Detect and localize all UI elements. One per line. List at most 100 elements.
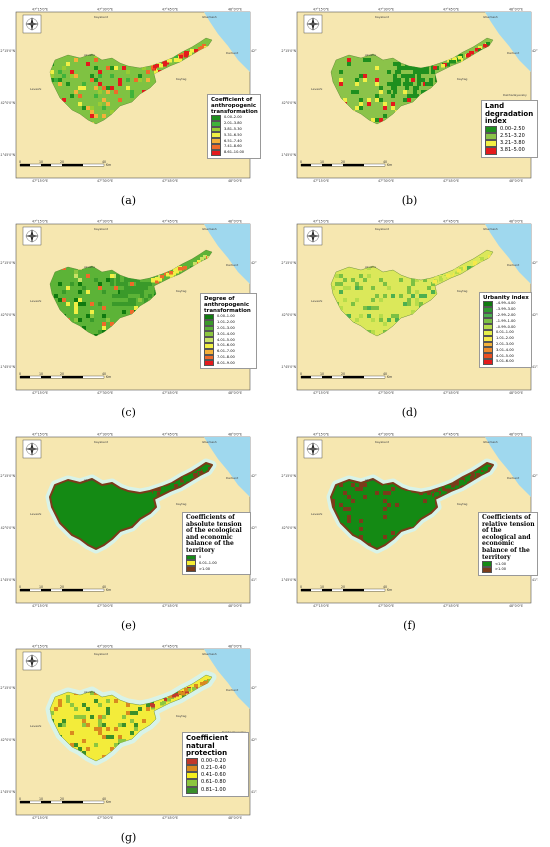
legend-label: 7.01–8.00 xyxy=(217,354,235,359)
legend-label: 5.01–6.00 xyxy=(217,343,235,348)
legend-label: 1.01–2.00 xyxy=(217,320,235,325)
place-label: Kayakent xyxy=(375,227,390,231)
svg-text:Km: Km xyxy=(106,588,111,592)
panel-caption: (e) xyxy=(120,619,137,632)
place-label: Kayakent xyxy=(375,15,390,19)
legend-swatch xyxy=(485,147,497,155)
legend-item: 0.01–1.00 xyxy=(186,560,248,567)
north-arrow-icon xyxy=(303,14,323,34)
lon-tick-top: 47°15'0"E xyxy=(32,220,48,224)
svg-text:20: 20 xyxy=(60,160,64,164)
study-region xyxy=(330,249,494,337)
svg-text:20: 20 xyxy=(341,372,345,376)
map-legend: Coefficients of relative tension of the … xyxy=(478,512,538,576)
lon-tick-top: 47°30'0"E xyxy=(97,8,113,12)
place-label: Levashi xyxy=(311,87,323,91)
map-panel-3: 47°15'0"E 47°15'0"E 47°30'0"E 47°30'0"E 47°4… xyxy=(0,212,257,419)
lat-tick-right: 41°45'0"N xyxy=(251,790,257,794)
map-panel-1: 47°15'0"E 47°15'0"E 47°30'0"E 47°30'0"E 47°4… xyxy=(0,0,261,207)
legend-item: 1.01–2.00 xyxy=(483,335,529,342)
place-label: Izberbash xyxy=(202,652,217,656)
place-label: Derbent xyxy=(226,263,239,267)
north-arrow-icon xyxy=(22,14,42,34)
legend-swatch xyxy=(483,335,493,342)
panel-caption: (b) xyxy=(401,194,418,207)
legend-item: 8.61–10.00 xyxy=(211,149,258,156)
svg-text:Km: Km xyxy=(106,375,111,379)
map-legend: Degree of anthropogenic transformation 0… xyxy=(200,293,257,370)
legend-item: >1.00 xyxy=(482,566,535,573)
svg-text:0: 0 xyxy=(19,797,21,801)
map-panel-5: 47°15'0"E 47°15'0"E 47°30'0"E 47°30'0"E 47°4… xyxy=(0,425,257,633)
map-legend: Land degradation index 0.00–2.50 2.51–3.2… xyxy=(481,100,538,158)
lat-tick-left: 42°0'0"N xyxy=(1,313,16,317)
place-label: Izberbash xyxy=(483,15,498,19)
lat-tick-right: 42°15'0"N xyxy=(251,686,257,690)
legend-swatch xyxy=(211,149,221,156)
lat-tick-right: 41°45'0"N xyxy=(532,365,538,369)
legend-label: 0.00–2.50 xyxy=(500,125,525,132)
legend-swatch xyxy=(483,347,493,354)
grid-cells xyxy=(151,467,212,498)
legend-label: 0.01–1.00 xyxy=(199,560,217,565)
lon-tick-top: 47°45'0"E xyxy=(162,8,178,12)
lat-tick-left: 41°45'0"N xyxy=(0,790,16,794)
place-label: Levashi xyxy=(311,512,323,516)
map-panel-6: 47°15'0"E 47°15'0"E 47°30'0"E 47°30'0"E 47°4… xyxy=(281,425,538,632)
legend-item: 0.01–1.00 xyxy=(483,329,529,336)
legend-item: 6.01–7.00 xyxy=(204,348,254,355)
legend-swatch xyxy=(211,132,221,139)
legend-item: 0.00–2.00 xyxy=(211,115,258,121)
place-label: Kaytag xyxy=(457,502,468,506)
legend-item: 4.01–5.00 xyxy=(204,337,254,343)
svg-text:0: 0 xyxy=(19,160,21,164)
lon-tick-bottom: 48°0'0"E xyxy=(228,391,242,395)
caspian-sea xyxy=(196,649,250,709)
lon-tick-bottom: 47°45'0"E xyxy=(162,391,178,395)
svg-text:20: 20 xyxy=(60,797,64,801)
svg-text:10: 10 xyxy=(39,160,43,164)
svg-text:0: 0 xyxy=(300,372,302,376)
lat-tick-right: 42°15'0"N xyxy=(532,49,538,53)
lon-tick-top: 47°45'0"E xyxy=(443,433,459,437)
lat-tick-left: 41°45'0"N xyxy=(281,578,297,582)
legend-swatch xyxy=(483,341,493,348)
legend-swatch xyxy=(485,140,497,148)
legend-label: –0.99–0.00 xyxy=(496,324,516,329)
lon-tick-bottom: 48°0'0"E xyxy=(509,179,523,183)
place-label: Akusha xyxy=(84,53,95,57)
legend-item: 5.01–6.00 xyxy=(483,358,529,365)
lat-tick-left: 42°0'0"N xyxy=(282,313,297,317)
place-label: Izberbash xyxy=(202,15,217,19)
place-label: Kayakent xyxy=(94,15,109,19)
lon-tick-bottom: 48°0'0"E xyxy=(509,604,523,608)
place-label: Izberbash xyxy=(202,227,217,231)
place-label: Akusha xyxy=(365,265,376,269)
lon-tick-bottom: 47°30'0"E xyxy=(378,391,394,395)
svg-text:10: 10 xyxy=(39,797,43,801)
panel-caption: (c) xyxy=(121,406,136,419)
lon-tick-bottom: 47°45'0"E xyxy=(162,604,178,608)
legend-label: –2.99–2.00 xyxy=(496,312,516,317)
lon-tick-bottom: 47°30'0"E xyxy=(97,179,113,183)
legend-label: 0.00–1.00 xyxy=(217,314,235,319)
lon-tick-top: 48°0'0"E xyxy=(228,433,242,437)
place-label: Levashi xyxy=(30,512,42,516)
lon-tick-bottom: 47°30'0"E xyxy=(97,816,113,820)
legend-item: 0.00–0.20 xyxy=(186,757,246,765)
legend-title: Coefficient of anthropogenic transformat… xyxy=(211,97,258,115)
place-label: Derbent xyxy=(507,51,520,55)
legend-item: 2.01–3.80 xyxy=(211,120,258,127)
lat-tick-left: 42°15'0"N xyxy=(0,686,16,690)
legend-label: 2.01–3.00 xyxy=(496,341,514,346)
lat-tick-left: 42°0'0"N xyxy=(1,738,16,742)
legend-title: Land degradation index xyxy=(485,102,534,126)
legend-label: 6.51–7.40 xyxy=(224,138,242,143)
legend-item: 0.61–0.80 xyxy=(186,779,246,787)
lon-tick-top: 47°30'0"E xyxy=(97,433,113,437)
caspian-sea xyxy=(196,12,250,72)
lon-tick-top: 47°15'0"E xyxy=(32,645,48,649)
